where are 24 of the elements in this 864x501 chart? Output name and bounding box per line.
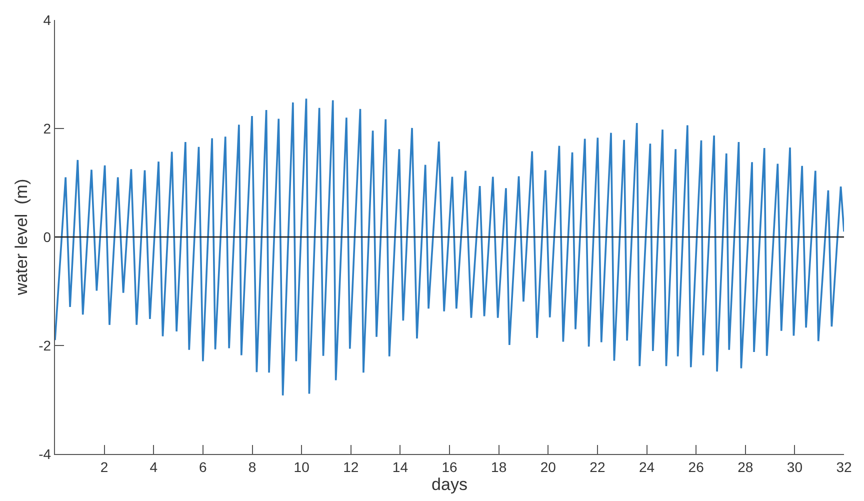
x-tick-label: 14 xyxy=(392,458,408,475)
x-tick-label: 2 xyxy=(100,458,108,475)
x-tick-label: 18 xyxy=(491,458,507,475)
y-axis-title: water level (m) xyxy=(12,178,32,296)
x-tick-label: 22 xyxy=(590,458,606,475)
x-axis-title: days xyxy=(432,474,468,494)
y-tick-label: 2 xyxy=(43,120,52,136)
y-tick-label: -4 xyxy=(38,446,52,462)
y-tick-label: 0 xyxy=(43,228,52,245)
y-tick-label: 4 xyxy=(43,12,52,28)
y-tick-label: -2 xyxy=(38,337,52,354)
x-tick-label: 26 xyxy=(688,458,704,475)
x-tick-label: 24 xyxy=(638,458,655,475)
x-tick-label: 32 xyxy=(836,458,852,475)
x-tick-label: 12 xyxy=(343,458,359,475)
x-tick-label: 16 xyxy=(442,458,458,475)
x-tick-label: 20 xyxy=(540,458,556,475)
line-series xyxy=(55,98,844,396)
x-tick-label: 6 xyxy=(199,458,208,475)
x-tick-label: 8 xyxy=(248,458,256,475)
x-tick-label: 4 xyxy=(150,458,158,475)
x-tick-label: 10 xyxy=(294,458,310,475)
x-tick-label: 30 xyxy=(786,458,803,475)
x-tick-label: 28 xyxy=(738,458,754,475)
